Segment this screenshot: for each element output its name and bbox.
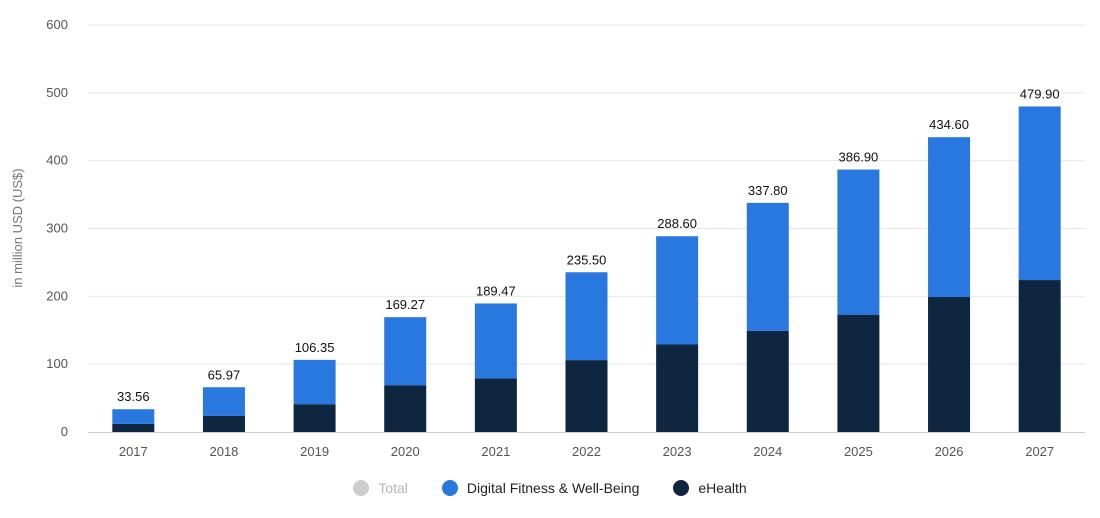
bar-ehealth-2025 [837, 314, 880, 432]
bar-digital-fitness-well-being-2019 [293, 359, 336, 405]
x-tick-label: 2025 [844, 444, 873, 459]
x-tick-label: 2027 [1025, 444, 1054, 459]
total-label-2027: 479.90 [1020, 86, 1060, 101]
total-label-2022: 235.50 [567, 252, 607, 267]
total-label-2021: 189.47 [476, 283, 516, 298]
gridlines [88, 24, 1085, 365]
x-tick-label: 2019 [300, 444, 329, 459]
y-tick-label: 100 [46, 356, 68, 371]
data-labels: 33.56 65.97 106.35 169.27 189.47 235.50 288.60… [117, 86, 1060, 404]
legend: Total Digital Fitness & Well-Being eHealth [0, 480, 1100, 496]
total-label-2025: 386.90 [839, 150, 879, 165]
y-tick-label: 200 [46, 288, 68, 303]
bar-ehealth-2022 [565, 360, 608, 432]
y-tick-label: 600 [46, 17, 68, 32]
legend-label: Total [378, 480, 408, 496]
legend-item-ehealth[interactable]: eHealth [673, 480, 747, 496]
total-label-2026: 434.60 [929, 117, 969, 132]
legend-label: Digital Fitness & Well-Being [466, 480, 640, 496]
y-axis-label: in million USD (US$) [10, 168, 25, 287]
bar-digital-fitness-well-being-2023 [656, 236, 699, 345]
legend-label: eHealth [698, 480, 747, 496]
y-tick-label: 500 [46, 85, 68, 100]
bar-ehealth-2023 [656, 344, 699, 432]
y-tick-label: 400 [46, 153, 68, 168]
legend-marker [353, 480, 370, 496]
bar-digital-fitness-well-being-2025 [837, 169, 880, 315]
bar-digital-fitness-well-being-2022 [565, 272, 608, 361]
bar-digital-fitness-well-being-2021 [474, 303, 517, 379]
total-label-2023: 288.60 [657, 216, 697, 231]
bar-digital-fitness-well-being-2020 [384, 317, 427, 386]
bar-ehealth-2024 [746, 330, 789, 432]
bar-digital-fitness-well-being-2024 [746, 202, 789, 331]
y-tick-label: 0 [61, 424, 68, 439]
bar-ehealth-2020 [384, 385, 427, 432]
legend-item-digital-fitness-well-being[interactable]: Digital Fitness & Well-Being [441, 480, 640, 496]
legend-marker [441, 480, 458, 496]
legend-marker [673, 480, 690, 496]
x-tick-label: 2017 [119, 444, 148, 459]
x-tick-label: 2023 [663, 444, 692, 459]
total-label-2020: 169.27 [385, 297, 425, 312]
y-axis-ticks: 0 100 200 300 400 500 600 [46, 17, 68, 439]
legend-item-total[interactable]: Total [353, 480, 408, 496]
x-tick-label: 2022 [572, 444, 601, 459]
bar-digital-fitness-well-being-2018 [202, 387, 245, 416]
x-tick-label: 2018 [209, 444, 238, 459]
bar-ehealth-2021 [474, 378, 517, 432]
bar-ehealth-2018 [202, 415, 245, 432]
bar-digital-fitness-well-being-2027 [1018, 106, 1061, 281]
bar-ehealth-2026 [928, 297, 971, 432]
total-label-2019: 106.35 [295, 340, 335, 355]
bar-ehealth-2017 [112, 423, 155, 432]
bar-digital-fitness-well-being-2017 [112, 409, 155, 424]
y-tick-label: 300 [46, 221, 68, 236]
total-label-2017: 33.56 [117, 389, 150, 404]
x-tick-label: 2026 [935, 444, 964, 459]
x-tick-label: 2020 [391, 444, 420, 459]
bar-ehealth-2019 [293, 404, 336, 432]
bar-ehealth-2027 [1018, 280, 1061, 432]
x-axis-ticks: 2017 2018 2019 2020 2021 2022 2023 2024 2025 2026… [119, 444, 1054, 459]
total-label-2018: 65.97 [208, 367, 241, 382]
x-tick-label: 2021 [481, 444, 510, 459]
total-label-2024: 337.80 [748, 183, 788, 198]
bar-digital-fitness-well-being-2026 [928, 137, 971, 298]
bars [112, 106, 1061, 432]
x-tick-label: 2024 [753, 444, 782, 459]
